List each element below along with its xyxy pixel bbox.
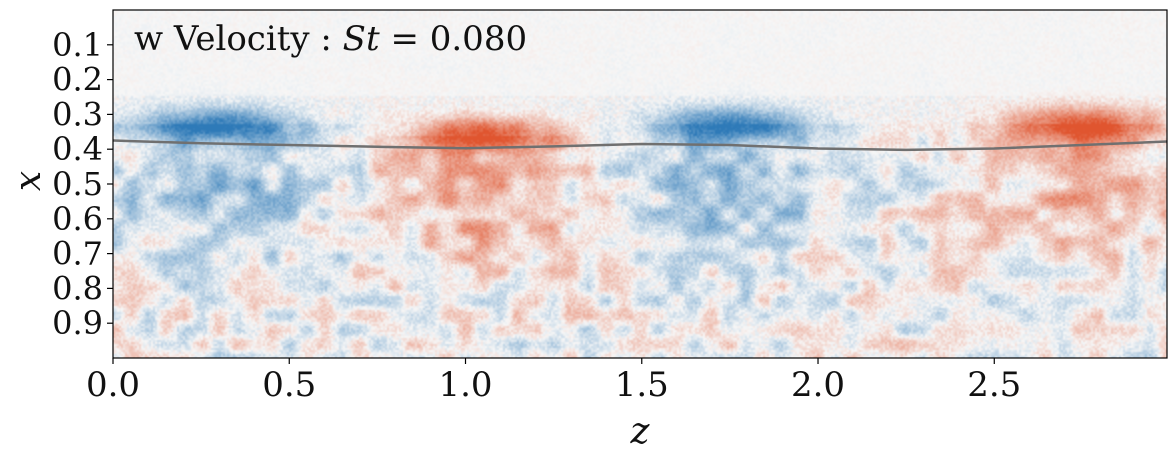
x-tick-label: 1.5 <box>615 365 669 405</box>
interface-line <box>112 139 1168 152</box>
y-axis-ticks: 0.10.20.30.40.50.60.70.80.9 <box>52 26 113 342</box>
y-tick-label: 0.7 <box>52 235 103 273</box>
y-tick-label: 0.6 <box>52 200 103 238</box>
y-axis-label: x <box>8 171 49 191</box>
chart-title: w Velocity : St = 0.080 <box>134 19 527 59</box>
y-tick-label: 0.1 <box>52 26 103 64</box>
x-tick-label: 2.0 <box>791 365 845 405</box>
x-axis-ticks: 0.0 0.5 1.0 1.5 2.0 2.5 <box>86 358 1021 405</box>
y-tick-label: 0.2 <box>52 61 103 99</box>
x-axis-label: z <box>630 411 651 452</box>
y-tick-label: 0.3 <box>52 95 103 133</box>
y-tick-label: 0.9 <box>52 304 103 342</box>
x-tick-label: 1.0 <box>438 365 492 405</box>
y-tick-label: 0.5 <box>52 165 103 203</box>
x-tick-label: 0.5 <box>262 365 316 405</box>
velocity-field-heatmap <box>113 10 1167 358</box>
y-tick-label: 0.8 <box>52 269 103 307</box>
x-tick-label: 2.5 <box>967 365 1021 405</box>
plot-area <box>112 9 1168 359</box>
x-tick-label: 0.0 <box>86 365 140 405</box>
y-tick-label: 0.4 <box>52 130 103 168</box>
